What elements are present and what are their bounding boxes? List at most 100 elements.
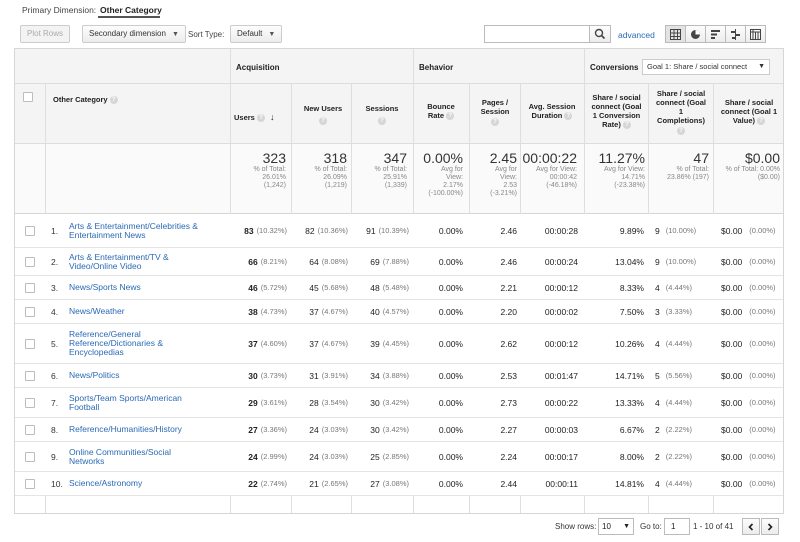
category-link[interactable]: Arts & Entertainment/Celebrities & Entert…	[69, 214, 227, 247]
avg-session-duration-column-header[interactable]: Avg. Session Duration ?	[520, 102, 584, 121]
category-line: News/Politics	[69, 370, 120, 380]
advanced-filter-link[interactable]: advanced	[618, 30, 655, 40]
question-icon[interactable]: ?	[319, 117, 327, 125]
plot-rows-button[interactable]: Plot Rows	[20, 25, 71, 43]
new-users-cell: 21 (2.65%)	[292, 472, 348, 495]
category-link[interactable]: Sports/Team Sports/American Football	[69, 388, 227, 417]
row-checkbox[interactable]	[25, 478, 35, 489]
conversion-rate-cell: 7.50%	[619, 306, 644, 317]
question-icon[interactable]: ?	[564, 112, 573, 121]
secondary-dimension-dropdown[interactable]: Secondary dimension ▼	[82, 25, 186, 43]
goal-select-dropdown[interactable]: Goal 1: Share / social connect ▼	[642, 59, 770, 75]
users-cell: 29 (3.61%)	[231, 388, 287, 417]
show-rows-select[interactable]: 10 ▼	[598, 518, 634, 535]
goal-value-column-header[interactable]: Share / social connect (Goal 1 Value) ?	[715, 98, 783, 126]
previous-page-button[interactable]	[742, 518, 760, 535]
row-checkbox[interactable]	[25, 370, 35, 381]
goal-value-value: $0.00	[721, 338, 743, 349]
completions-value: 3	[655, 306, 660, 317]
category-link[interactable]: Online Communities/Social Networks	[69, 442, 227, 471]
behavior-group-header: Behavior	[419, 63, 454, 72]
row-checkbox[interactable]	[25, 256, 35, 267]
select-all-checkbox[interactable]	[23, 92, 33, 102]
category-link[interactable]: News/Politics	[69, 364, 227, 387]
question-icon[interactable]: ?	[446, 112, 455, 121]
sessions-percent: (10.39%)	[378, 226, 409, 235]
sessions-column-header[interactable]: Sessions ?	[352, 104, 412, 125]
row-checkbox[interactable]	[25, 424, 35, 435]
row-checkbox-cell	[15, 472, 45, 495]
primary-dimension-value[interactable]: Other Category	[100, 5, 162, 15]
bounce-rate-cell: 0.00%	[438, 397, 463, 408]
pages-session-column-header[interactable]: Pages / Session ?	[470, 98, 520, 127]
conversion-rate-column-header[interactable]: Share / social connect (Goal 1 Conversio…	[585, 93, 648, 130]
users-cell: 37 (4.60%)	[231, 324, 287, 363]
table-row: 3. News/Sports News 46 (5.72%) 45 (5.68%) 48 (5…	[15, 276, 783, 300]
next-page-button[interactable]	[761, 518, 779, 535]
sessions-percent: (3.42%)	[382, 398, 409, 407]
category-link[interactable]: Science/Astronomy	[69, 472, 227, 495]
category-link[interactable]: News/Weather	[69, 300, 227, 323]
users-column-header[interactable]: Users ? ↓	[234, 113, 296, 123]
row-checkbox[interactable]	[25, 338, 35, 349]
new-users-cell: 37 (4.67%)	[292, 300, 348, 323]
goal-value-value: $0.00	[721, 397, 743, 408]
category-line: Online Communities/Social	[69, 446, 172, 457]
completions-column-header[interactable]: Share / social connect (Goal 1 Completio…	[649, 89, 713, 135]
question-icon[interactable]: ?	[378, 117, 386, 125]
completions-value: 9	[655, 225, 660, 236]
question-icon[interactable]: ?	[256, 114, 265, 123]
conversion-rate-header-line3: 1 Conversion	[592, 111, 641, 120]
new-users-column-header[interactable]: New Users ?	[293, 104, 353, 125]
bounce-rate-column-header[interactable]: Bounce Rate ?	[413, 102, 469, 121]
category-link[interactable]: Arts & Entertainment/TV & Video/Online Vi…	[69, 248, 227, 275]
category-link[interactable]: Reference/General Reference/Dictionaries …	[69, 324, 227, 363]
row-checkbox[interactable]	[25, 397, 35, 408]
question-icon[interactable]: ?	[109, 96, 118, 105]
category-link[interactable]: News/Sports News	[69, 276, 227, 299]
goto-page-input[interactable]: 1	[664, 518, 690, 535]
conversion-rate-cell: 6.67%	[619, 424, 644, 435]
sort-type-dropdown[interactable]: Default ▼	[230, 25, 283, 43]
completions-value: 2	[655, 451, 660, 462]
goal-value-cell: $0.00 (0.00%)	[721, 442, 783, 471]
sessions-value: 48	[370, 282, 380, 293]
total-bounce-rate: 0.00% Avg for View: 2.17% (-100.00%)	[423, 150, 463, 197]
question-icon[interactable]: ?	[757, 117, 766, 126]
completions-percent: (5.56%)	[665, 371, 692, 380]
primary-dimension-bar: Primary Dimension: Other Category	[0, 0, 800, 20]
comparison-view-button[interactable]	[725, 25, 746, 43]
users-percent: (4.60%)	[260, 339, 287, 348]
table-row: 4. News/Weather 38 (4.73%) 37 (4.67%) 40 (4.57%…	[15, 300, 783, 324]
users-percent: (5.72%)	[260, 283, 287, 292]
search-button[interactable]	[589, 25, 611, 43]
table-view-button[interactable]	[665, 25, 686, 43]
row-checkbox-cell	[15, 324, 45, 363]
conversions-group-header: Conversions	[590, 63, 639, 72]
totals-row: 323 % of Total: 26.01% (1,242) 318 % of To…	[15, 144, 783, 214]
performance-view-button[interactable]	[705, 25, 726, 43]
row-checkbox[interactable]	[25, 306, 35, 317]
pivot-view-button[interactable]	[745, 25, 766, 43]
bounce-rate-header-line1: Bounce	[427, 102, 455, 111]
completions-header-line2: connect (Goal	[655, 98, 706, 107]
other-category-column-header[interactable]: Other Category ?	[53, 95, 118, 105]
category-link[interactable]: Reference/Humanities/History	[69, 418, 227, 441]
pie-view-button[interactable]	[685, 25, 706, 43]
new-users-value: 28	[309, 397, 319, 408]
row-checkbox[interactable]	[25, 282, 35, 293]
users-value: 27	[248, 424, 258, 435]
completions-cell: 4 (4.44%)	[655, 324, 713, 363]
total-pages-session: 2.45 Avg for View: 2.53 (-3.21%)	[489, 150, 517, 197]
question-icon[interactable]: ?	[622, 121, 631, 130]
secondary-dimension-label: Secondary dimension	[89, 29, 166, 38]
sessions-percent: (3.88%)	[382, 371, 409, 380]
goal-value-value: $0.00	[721, 225, 743, 236]
row-checkbox[interactable]	[25, 451, 35, 462]
sessions-percent: (3.08%)	[382, 479, 409, 488]
row-checkbox[interactable]	[25, 225, 35, 236]
goal-value-cell: $0.00 (0.00%)	[721, 388, 783, 417]
question-icon[interactable]: ?	[677, 126, 685, 135]
sessions-cell: 48 (5.48%)	[352, 276, 409, 299]
question-icon[interactable]: ?	[491, 118, 499, 127]
